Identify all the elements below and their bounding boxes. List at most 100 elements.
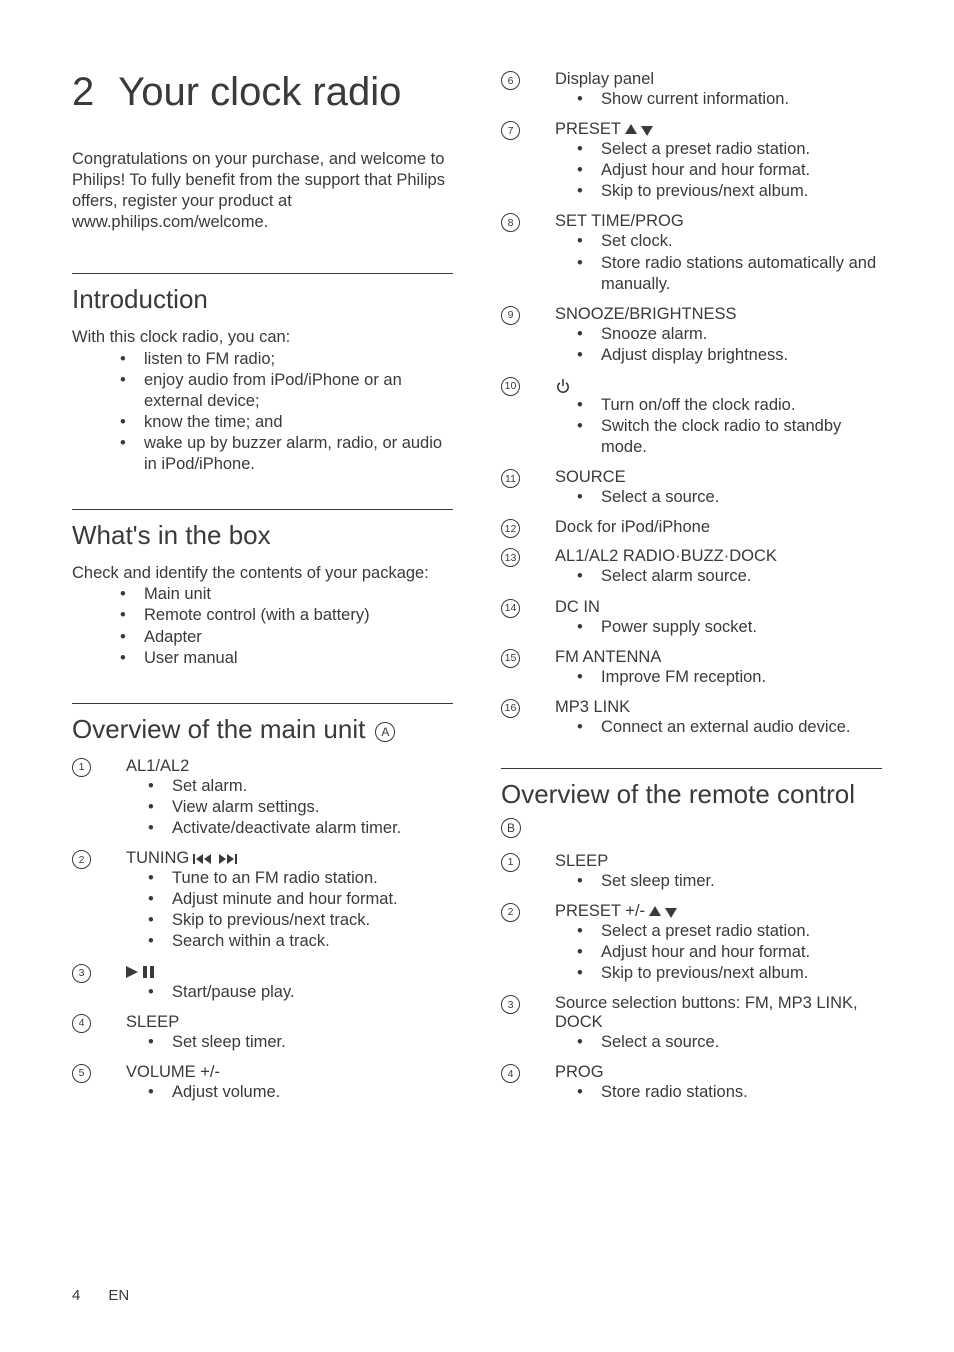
item-number-icon: 3 <box>72 964 91 983</box>
section-rule <box>501 768 882 769</box>
item-number-icon: 7 <box>501 121 520 140</box>
ref-b-icon: B <box>501 818 521 838</box>
numbered-item: 4 PROGStore radio stations. <box>501 1063 882 1103</box>
list-item: Skip to previous/next album. <box>601 963 882 984</box>
numbered-item: 16MP3 LINKConnect an external audio devi… <box>501 698 882 738</box>
list-item: know the time; and <box>144 412 453 433</box>
item-number-icon: 2 <box>72 850 91 869</box>
list-item: Select a preset radio station. <box>601 139 882 160</box>
section-overview-remote: Overview of the remote control B 1SLEEPS… <box>501 756 882 1104</box>
list-item: Set sleep timer. <box>601 871 882 892</box>
item-number-icon: 9 <box>501 306 520 325</box>
box-lead: Check and identify the contents of your … <box>72 563 453 584</box>
list-item: Set sleep timer. <box>172 1032 453 1053</box>
item-number-icon: 4 <box>501 1064 520 1083</box>
list-item: Adjust minute and hour format. <box>172 889 453 910</box>
item-number-icon: 11 <box>501 469 520 488</box>
up-down-icon <box>649 902 677 921</box>
box-list: Main unitRemote control (with a battery)… <box>72 584 453 668</box>
remote-list: 1SLEEPSet sleep timer.2PRESET +/-Select … <box>501 852 882 1104</box>
item-bullets: Connect an external audio device. <box>555 717 882 738</box>
item-bullets: Snooze alarm.Adjust display brightness. <box>555 324 882 366</box>
list-item: Snooze alarm. <box>601 324 882 345</box>
item-bullets: Set sleep timer. <box>126 1032 453 1053</box>
item-number-icon: 15 <box>501 649 520 668</box>
main-unit-list-start: 1AL1/AL2Set alarm.View alarm settings.Ac… <box>72 757 453 1103</box>
chapter-title: 2 Your clock radio <box>72 70 453 115</box>
numbered-item: 13AL1/AL2 RADIO·BUZZ·DOCKSelect alarm so… <box>501 547 882 587</box>
item-number-icon: 12 <box>501 519 520 538</box>
ref-a-icon: A <box>375 722 395 742</box>
prev-next-icon <box>193 849 237 868</box>
item-title: AL1/AL2 <box>126 757 453 776</box>
list-item: Show current information. <box>601 89 882 110</box>
item-bullets: Tune to an FM radio station.Adjust minut… <box>126 868 453 952</box>
item-bullets: Select a source. <box>555 1032 882 1053</box>
item-bullets: Adjust volume. <box>126 1082 453 1103</box>
page-language: EN <box>108 1287 129 1304</box>
numbered-item: 9 SNOOZE/BRIGHTNESSSnooze alarm.Adjust di… <box>501 305 882 366</box>
item-title: SLEEP <box>126 1013 453 1032</box>
item-bullets: Show current information. <box>555 89 882 110</box>
item-bullets: Set clock.Store radio stations automatic… <box>555 231 882 294</box>
item-bullets: Store radio stations. <box>555 1082 882 1103</box>
item-number-icon: 1 <box>501 853 520 872</box>
item-title: PROG <box>555 1063 882 1082</box>
item-number-icon: 1 <box>72 758 91 777</box>
introduction-lead: With this clock radio, you can: <box>72 327 453 348</box>
list-item: enjoy audio from iPod/iPhone or an exter… <box>144 370 453 412</box>
section-overview-main: Overview of the main unit A 1AL1/AL2Set … <box>72 691 453 1103</box>
item-bullets: Power supply socket. <box>555 617 882 638</box>
item-title: TUNING <box>126 849 453 868</box>
page-footer: 4 EN <box>72 1287 129 1304</box>
numbered-item: 15FM ANTENNAImprove FM reception. <box>501 648 882 688</box>
item-bullets: Select a preset radio station.Adjust hou… <box>555 921 882 984</box>
item-title: VOLUME +/- <box>126 1063 453 1082</box>
list-item: Select a source. <box>601 487 882 508</box>
list-item: Adjust hour and hour format. <box>601 160 882 181</box>
numbered-item: 6Display panelShow current information. <box>501 70 882 110</box>
chapter-number: 2 <box>72 70 94 115</box>
list-item: Start/pause play. <box>172 982 453 1003</box>
section-rule <box>72 509 453 510</box>
numbered-item: 14DC INPower supply socket. <box>501 598 882 638</box>
numbered-item: 1AL1/AL2Set alarm.View alarm settings.Ac… <box>72 757 453 839</box>
list-item: Set clock. <box>601 231 882 252</box>
left-column: 2 Your clock radio Congratulations on yo… <box>72 70 453 1126</box>
section-rule <box>72 703 453 704</box>
numbered-item: 3 Start/pause play. <box>72 963 453 1003</box>
list-item: Select a source. <box>601 1032 882 1053</box>
item-bullets: Select alarm source. <box>555 566 882 587</box>
list-item: Power supply socket. <box>601 617 882 638</box>
item-title: SNOOZE/BRIGHTNESS <box>555 305 882 324</box>
item-number-icon: 8 <box>501 213 520 232</box>
list-item: Improve FM reception. <box>601 667 882 688</box>
numbered-item: 10Turn on/off the clock radio.Switch the… <box>501 376 882 458</box>
intro-paragraph: Congratulations on your purchase, and we… <box>72 149 453 233</box>
numbered-item: 12Dock for iPod/iPhone <box>501 518 882 537</box>
item-title: Display panel <box>555 70 882 89</box>
list-item: Activate/deactivate alarm timer. <box>172 818 453 839</box>
section-heading: What's in the box <box>72 520 453 551</box>
item-title: Source selection buttons: FM, MP3 LINK, … <box>555 994 882 1032</box>
list-item: listen to FM radio; <box>144 349 453 370</box>
item-bullets: Set sleep timer. <box>555 871 882 892</box>
list-item: wake up by buzzer alarm, radio, or audio… <box>144 433 453 475</box>
item-title: PRESET <box>555 120 882 139</box>
play-pause-icon <box>126 963 156 982</box>
numbered-item: 5 VOLUME +/-Adjust volume. <box>72 1063 453 1103</box>
power-icon <box>555 376 571 395</box>
section-introduction: Introduction With this clock radio, you … <box>72 261 453 475</box>
item-title: DC IN <box>555 598 882 617</box>
chapter-text: Your clock radio <box>118 70 401 115</box>
item-title: SLEEP <box>555 852 882 871</box>
numbered-item: 2 TUNINGTune to an FM radio station.Adjus… <box>72 849 453 952</box>
item-bullets: Turn on/off the clock radio.Switch the c… <box>555 395 882 458</box>
item-number-icon: 4 <box>72 1014 91 1033</box>
list-item: Adapter <box>144 627 453 648</box>
item-number-icon: 16 <box>501 699 520 718</box>
section-whats-in-box: What's in the box Check and identify the… <box>72 497 453 669</box>
list-item: Connect an external audio device. <box>601 717 882 738</box>
item-number-icon: 5 <box>72 1064 91 1083</box>
list-item: Adjust hour and hour format. <box>601 942 882 963</box>
